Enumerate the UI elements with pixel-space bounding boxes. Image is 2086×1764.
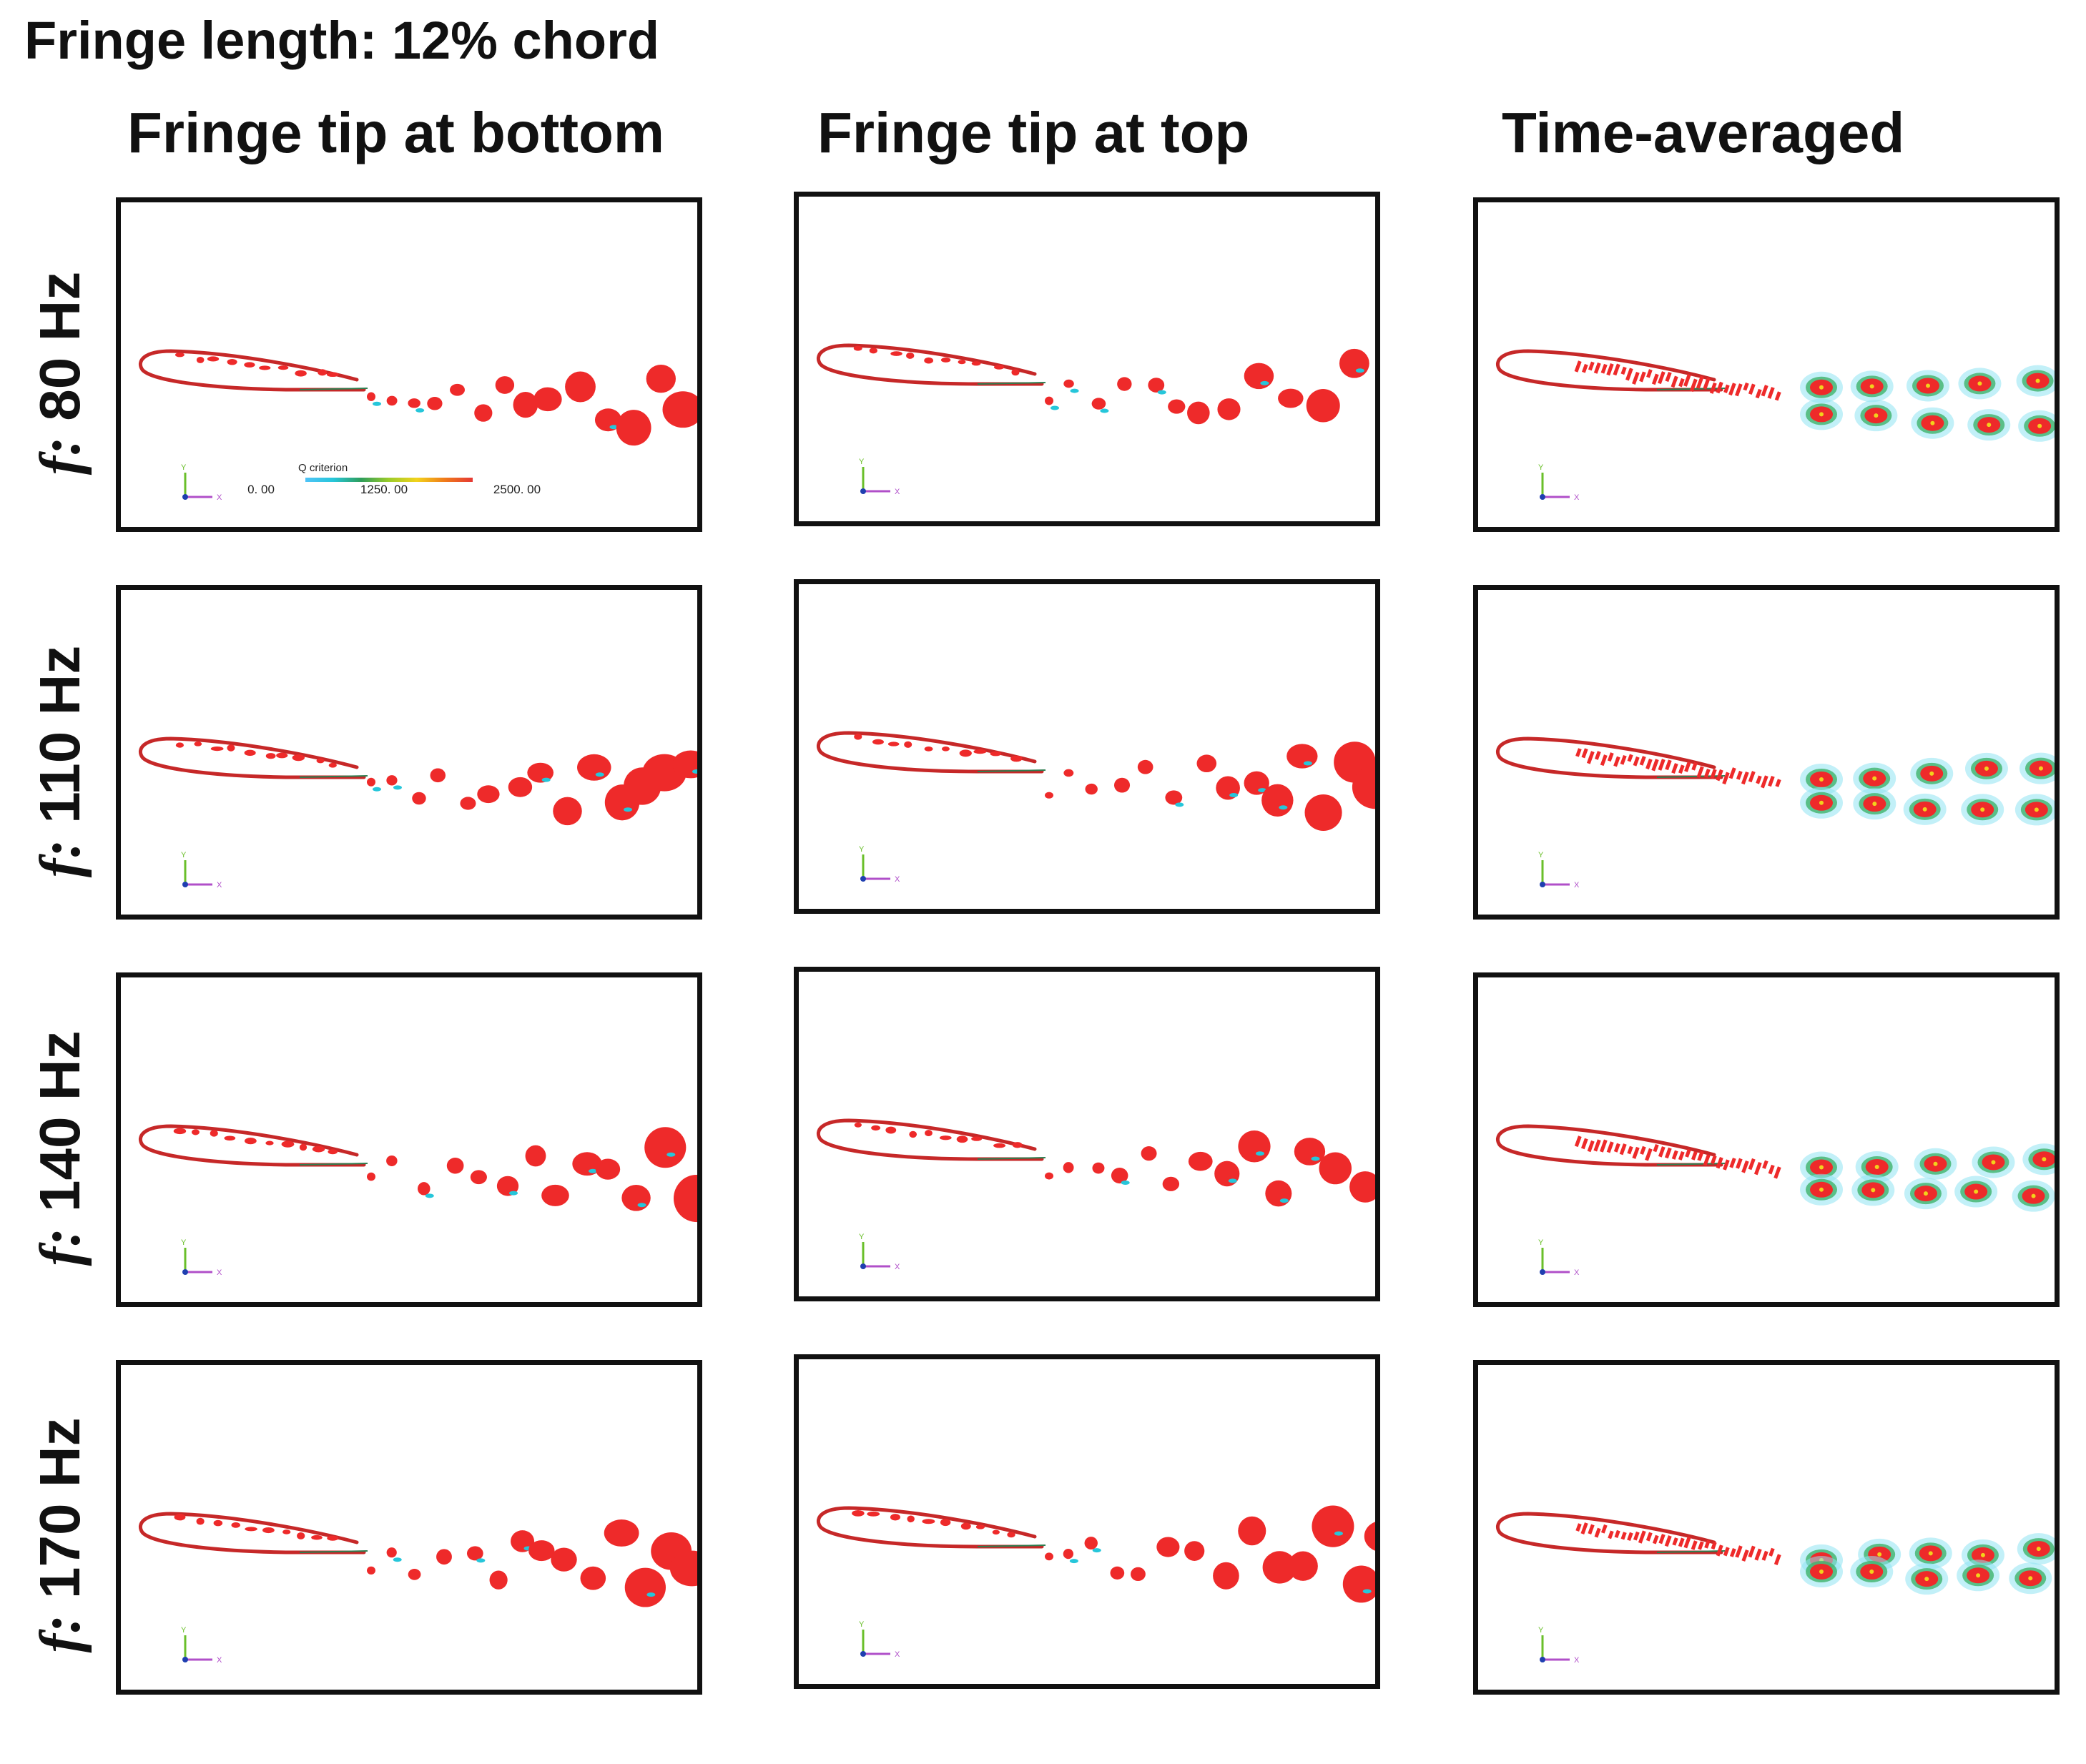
airfoil: [138, 349, 366, 392]
airfoil: [816, 1506, 1044, 1549]
airfoil: [138, 736, 366, 779]
vortex-structures: [852, 1505, 1375, 1603]
axes-triad-icon: YX: [181, 851, 222, 890]
figure-title: Fringe length: 12% chord: [24, 11, 660, 70]
vortex-structures: [173, 1127, 697, 1223]
colorbar-legend: Q criterion 0. 00 1250. 00 2500. 00: [247, 462, 541, 496]
axis-y-label: Y: [181, 851, 187, 859]
colorbar-tick-label: 0. 00: [247, 483, 275, 496]
airfoil: [1495, 1124, 1723, 1167]
vortex-structures: [854, 1122, 1375, 1207]
averaged-vortex-field: [1575, 748, 2055, 826]
axis-x-label: X: [217, 1656, 222, 1665]
vortex-structures: [174, 1514, 697, 1607]
axis-y-label: Y: [859, 458, 865, 466]
axes-triad-icon: YX: [1538, 1238, 1580, 1277]
axis-x-label: X: [1574, 1268, 1580, 1277]
vortex-structures: [174, 353, 697, 446]
flow-field-80hz-top: YX: [816, 343, 1369, 496]
axis-x-label: X: [895, 1263, 900, 1271]
axes-triad-icon: YX: [859, 1620, 900, 1659]
axis-x-label: X: [1574, 881, 1580, 890]
axis-y-label: Y: [181, 1238, 187, 1247]
flow-field-110hz-top: YX: [816, 731, 1375, 884]
axes-triad-icon: YX: [859, 1233, 900, 1271]
vortex-structures: [854, 733, 1375, 831]
airfoil: [816, 1118, 1044, 1161]
axes-triad-icon: YX: [859, 845, 900, 884]
flow-field-170hz-bottom: YX: [138, 1512, 697, 1665]
flow-field-140hz-bottom: YX: [138, 1124, 697, 1277]
airfoil: [1495, 736, 1723, 779]
axis-x-label: X: [1574, 493, 1580, 502]
axis-x-label: X: [217, 1268, 222, 1277]
averaged-vortex-field: [1574, 1135, 2055, 1212]
airfoil: [138, 1124, 366, 1167]
vortex-structures: [175, 741, 697, 826]
axis-x-label: X: [217, 493, 222, 502]
flow-field-140hz-top: YX: [816, 1118, 1375, 1271]
axis-y-label: Y: [1538, 463, 1544, 472]
airfoil: [816, 731, 1044, 774]
row-label-170hz: f: 170 Hz: [28, 1417, 92, 1653]
airfoil: [1495, 349, 1723, 392]
colorbar-tick-label: 2500. 00: [493, 483, 541, 496]
airfoil: [1495, 1512, 1723, 1554]
axes-triad-icon: YX: [181, 1238, 222, 1277]
axis-x-label: X: [895, 1650, 900, 1659]
axes-triad-icon: YX: [1538, 851, 1580, 890]
axes-triad-icon: YX: [1538, 463, 1580, 502]
column-header-averaged: Time-averaged: [1502, 101, 1905, 164]
flow-field-170hz-top: YX: [816, 1505, 1375, 1659]
axis-x-label: X: [895, 875, 900, 884]
axes-triad-icon: YX: [1538, 1626, 1580, 1665]
axis-x-label: X: [1574, 1656, 1580, 1665]
flow-field-140hz-averaged: YX: [1495, 1124, 2055, 1277]
axis-y-label: Y: [181, 463, 187, 472]
axis-x-label: X: [217, 881, 222, 890]
averaged-vortex-field: [1575, 1522, 2055, 1595]
averaged-vortex-field: [1574, 360, 2055, 442]
airfoil: [816, 343, 1044, 386]
axes-triad-icon: YX: [181, 463, 222, 502]
axis-y-label: Y: [181, 1626, 187, 1635]
flow-field-80hz-averaged: YX: [1495, 349, 2055, 502]
axis-y-label: Y: [859, 1233, 865, 1241]
flow-field-170hz-averaged: YX: [1495, 1512, 2055, 1665]
column-header-bottom: Fringe tip at bottom: [127, 101, 665, 164]
colorbar-title: Q criterion: [298, 462, 348, 474]
axes-triad-icon: YX: [181, 1626, 222, 1665]
column-header-top: Fringe tip at top: [817, 101, 1250, 164]
axis-y-label: Y: [1538, 1238, 1544, 1247]
airfoil: [138, 1512, 366, 1554]
flow-field-110hz-averaged: YX: [1495, 736, 2055, 890]
flow-field-110hz-bottom: YX: [138, 736, 697, 890]
axis-y-label: Y: [859, 845, 865, 854]
axes-triad-icon: YX: [859, 458, 900, 496]
axis-y-label: Y: [859, 1620, 865, 1629]
axis-x-label: X: [895, 488, 900, 496]
colorbar-tick-label: 1250. 00: [360, 483, 408, 496]
axis-y-label: Y: [1538, 1626, 1544, 1635]
axis-y-label: Y: [1538, 851, 1544, 859]
vortex-structures: [853, 345, 1369, 425]
